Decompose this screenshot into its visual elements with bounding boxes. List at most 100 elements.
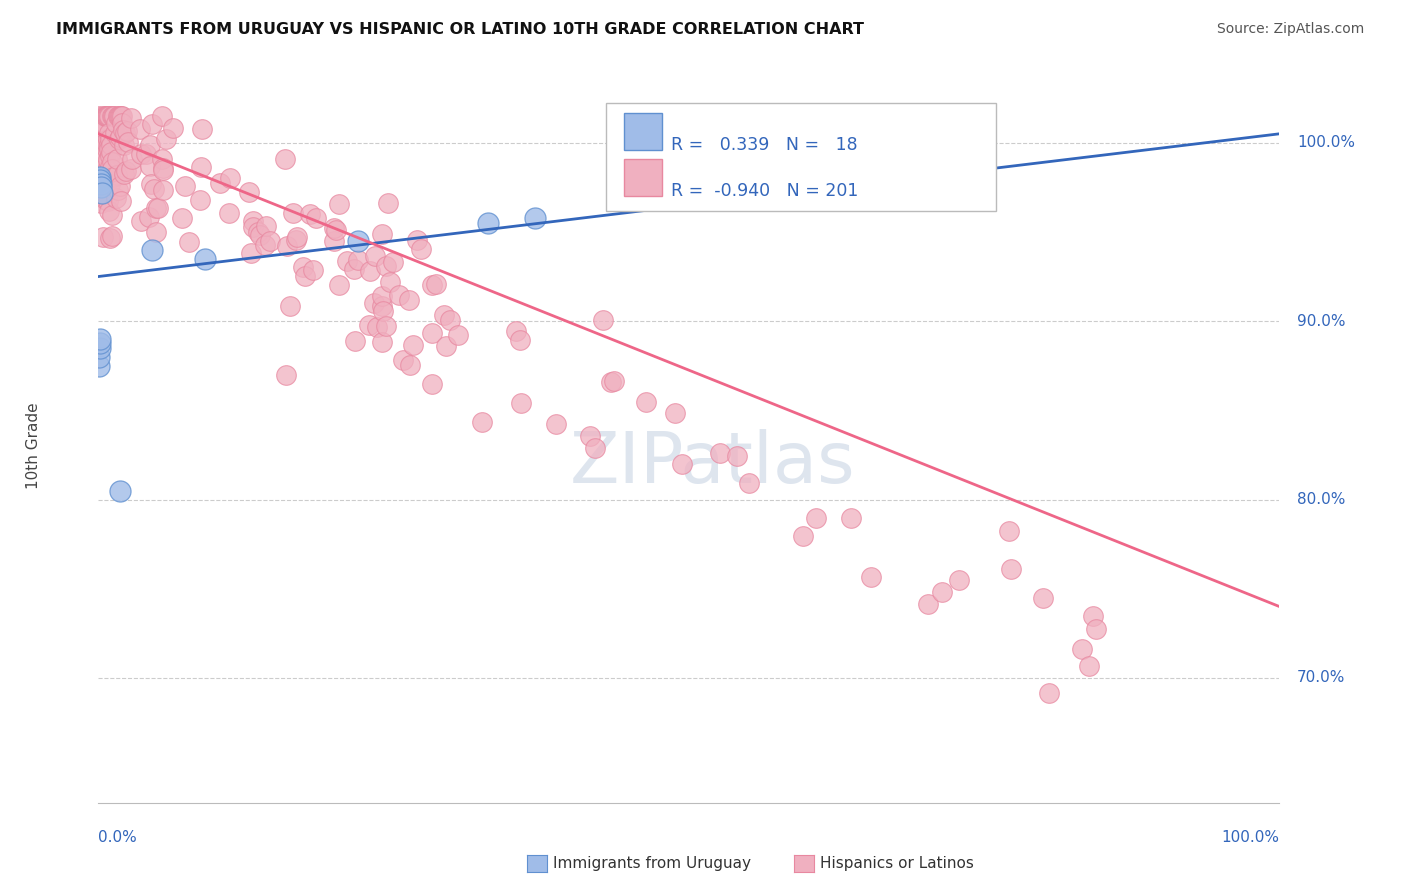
FancyBboxPatch shape xyxy=(624,113,662,151)
Point xyxy=(91,109,114,123)
Text: R =  -0.940   N = 201: R = -0.940 N = 201 xyxy=(671,182,859,200)
Point xyxy=(336,253,359,268)
Point xyxy=(89,169,111,184)
Point xyxy=(89,135,111,149)
Point xyxy=(998,524,1021,538)
Point xyxy=(87,162,110,177)
Point xyxy=(219,171,242,186)
Point xyxy=(792,529,814,543)
Point xyxy=(291,260,314,275)
Point xyxy=(89,114,111,128)
Point xyxy=(253,238,276,252)
Point xyxy=(112,138,135,153)
Point xyxy=(111,116,134,130)
Point xyxy=(328,277,350,292)
Point xyxy=(111,109,134,123)
Text: 0.0%: 0.0% xyxy=(98,830,138,845)
Point xyxy=(276,368,298,382)
Point xyxy=(104,126,127,140)
Point xyxy=(141,243,163,257)
Point xyxy=(150,152,173,166)
Point xyxy=(94,136,117,150)
Point xyxy=(91,168,114,182)
Point xyxy=(242,220,264,235)
Point xyxy=(434,339,457,353)
Point xyxy=(364,249,387,263)
Point xyxy=(94,146,117,161)
Point xyxy=(101,228,124,243)
Point xyxy=(546,417,568,431)
Point xyxy=(111,123,134,137)
Text: 100.0%: 100.0% xyxy=(1222,830,1279,845)
Point xyxy=(191,122,214,136)
Point xyxy=(145,201,167,215)
Point xyxy=(98,126,121,140)
Point xyxy=(105,116,128,130)
Point xyxy=(107,109,129,123)
Point xyxy=(294,268,316,283)
Point xyxy=(1032,591,1054,605)
Point xyxy=(510,396,533,410)
Point xyxy=(87,175,110,189)
Point xyxy=(238,185,260,199)
Point xyxy=(447,328,470,343)
Point xyxy=(141,178,163,192)
Point xyxy=(276,239,298,253)
Point xyxy=(103,109,125,123)
Point xyxy=(90,180,112,194)
Point xyxy=(107,109,129,123)
Point xyxy=(281,206,304,220)
Text: 90.0%: 90.0% xyxy=(1298,314,1346,328)
Point xyxy=(284,234,307,248)
Point xyxy=(97,194,120,209)
Point xyxy=(100,137,122,152)
Text: ZIPatlas: ZIPatlas xyxy=(569,429,855,499)
Point xyxy=(409,242,432,256)
Point xyxy=(146,201,169,215)
Point xyxy=(177,235,200,250)
Point xyxy=(87,109,110,123)
Text: 100.0%: 100.0% xyxy=(1298,136,1355,150)
Point xyxy=(477,216,499,230)
Point xyxy=(242,214,264,228)
Point xyxy=(392,353,415,368)
Point xyxy=(101,109,124,123)
Point xyxy=(259,234,281,248)
Point xyxy=(322,234,344,248)
Point xyxy=(1071,642,1094,657)
Text: 70.0%: 70.0% xyxy=(1298,671,1346,685)
Point xyxy=(91,186,114,200)
Point xyxy=(509,333,531,347)
Point xyxy=(218,206,240,220)
Point xyxy=(94,109,117,123)
Point xyxy=(917,598,939,612)
Point xyxy=(94,166,117,180)
Point xyxy=(388,288,411,302)
Point xyxy=(110,194,132,209)
Point xyxy=(93,158,115,172)
Point xyxy=(305,211,328,226)
Text: R =   0.339   N =   18: R = 0.339 N = 18 xyxy=(671,136,858,154)
Point xyxy=(108,483,131,498)
Point xyxy=(139,159,162,173)
Point xyxy=(103,109,125,123)
Point xyxy=(129,146,152,161)
Point xyxy=(145,225,167,239)
Point xyxy=(114,127,136,141)
Point xyxy=(98,149,121,163)
Point xyxy=(89,341,111,355)
FancyBboxPatch shape xyxy=(606,103,995,211)
Point xyxy=(139,137,162,152)
Point xyxy=(1000,562,1022,576)
Point xyxy=(738,475,761,490)
Point xyxy=(94,117,117,131)
Point xyxy=(112,167,135,181)
Point xyxy=(98,142,121,156)
Point xyxy=(155,132,177,146)
Point xyxy=(90,195,112,210)
Point xyxy=(98,177,121,191)
Point xyxy=(374,260,396,274)
Point xyxy=(105,191,128,205)
Point xyxy=(343,262,366,277)
Point xyxy=(96,137,118,152)
